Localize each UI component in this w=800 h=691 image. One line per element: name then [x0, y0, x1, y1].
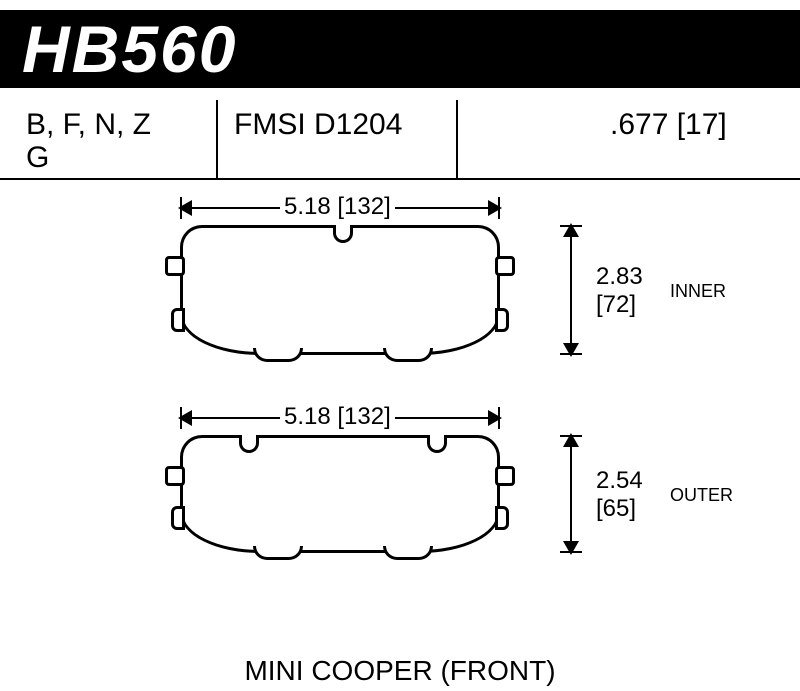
outer-pad-outline: [180, 435, 500, 553]
brake-pad-diagram: 5.18 [132] 2.83[72] INNER 5.18 [132] 2.5…: [0, 185, 800, 655]
fmsi-code: FMSI D1204: [234, 108, 402, 142]
part-number: HB560: [22, 11, 237, 87]
subheader-row: B, F, N, ZG FMSI D1204 .677 [17]: [0, 100, 800, 176]
inner-width-label: 5.18 [132]: [280, 193, 395, 221]
subheader-underline: [0, 178, 800, 180]
outer-height-label: 2.54[65]: [592, 467, 647, 523]
outer-width-label: 5.18 [132]: [280, 403, 395, 431]
application-caption: MINI COOPER (FRONT): [0, 655, 800, 687]
compound-codes: B, F, N, ZG: [26, 108, 216, 174]
outer-height-dimension: [570, 435, 572, 553]
inner-height-dimension: [570, 225, 572, 355]
inner-pad-outline: [180, 225, 500, 355]
thickness-value: .677 [17]: [610, 108, 727, 142]
inner-side-label: INNER: [670, 281, 726, 302]
header-bar: HB560: [0, 10, 800, 88]
inner-height-label: 2.83[72]: [592, 263, 647, 319]
subheader-separator-1: [216, 100, 218, 178]
subheader-separator-2: [456, 100, 458, 178]
outer-side-label: OUTER: [670, 485, 733, 506]
